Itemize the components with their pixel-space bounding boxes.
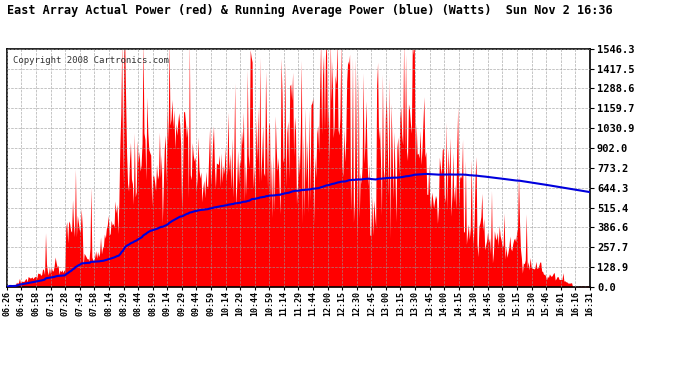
Text: East Array Actual Power (red) & Running Average Power (blue) (Watts)  Sun Nov 2 : East Array Actual Power (red) & Running … [7, 4, 613, 17]
Text: Copyright 2008 Cartronics.com: Copyright 2008 Cartronics.com [12, 56, 168, 65]
